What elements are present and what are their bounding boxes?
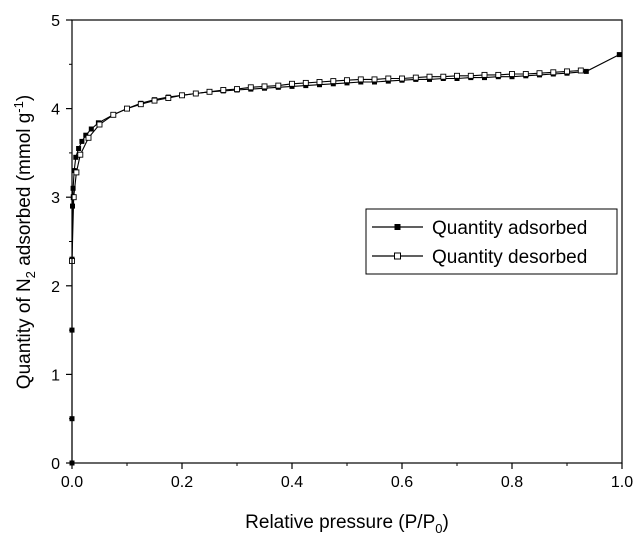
desorbed-point [151, 97, 158, 104]
y-axis-ticks: 0 1 2 3 4 5 [51, 13, 72, 473]
desorbed-point [509, 71, 515, 77]
desorbed-point [302, 79, 309, 86]
adsorbed-point [616, 52, 622, 58]
desorbed-point [85, 134, 92, 141]
desorbed-point [192, 90, 199, 97]
desorbed-point [344, 77, 350, 84]
desorbed-point [137, 101, 144, 108]
desorbed-point [234, 86, 240, 93]
adsorbed-point [583, 68, 589, 74]
legend-item-desorbed: Quantity desorbed [372, 247, 587, 268]
legend-marker-adsorbed [394, 224, 401, 230]
desorbed-point [467, 72, 474, 79]
desorbed-point [77, 151, 84, 158]
desorbed-point [536, 70, 543, 77]
x-tick-label: 1.0 [611, 474, 633, 491]
desorbed-point [577, 67, 584, 74]
plot-area [69, 19, 623, 466]
desorbed-point [454, 72, 460, 79]
desorbed-point [206, 88, 213, 95]
legend-item-adsorbed: Quantity adsorbed [372, 218, 587, 239]
adsorbed-point [79, 138, 85, 144]
y-tick-label: 3 [51, 190, 60, 207]
x-tick-label: 0.0 [61, 474, 83, 491]
desorbed-point [220, 87, 227, 93]
y-tick-label: 0 [51, 456, 60, 473]
desorbed-point [481, 71, 488, 78]
desorbed-point [110, 111, 117, 118]
desorbed-point [165, 95, 172, 101]
x-tick-label: 0.4 [281, 474, 303, 491]
desorbed-point [247, 84, 254, 91]
desorbed-point [179, 92, 185, 99]
desorbed-point [399, 75, 405, 82]
x-tick-label: 0.8 [501, 474, 523, 491]
desorbed-point [96, 121, 103, 128]
y-tick-label: 1 [51, 367, 60, 384]
legend-label-desorbed: Quantity desorbed [432, 247, 587, 268]
series-layer [69, 52, 622, 466]
desorbed-point [124, 105, 130, 112]
y-tick-label: 2 [51, 279, 60, 296]
y-axis-title: Quantity of N2 adsorbed (mmol g-1) [11, 95, 38, 389]
desorbed-point [371, 76, 378, 83]
desorbed-point [316, 79, 323, 85]
legend: Quantity adsorbed Quantity desorbed [365, 208, 618, 275]
desorbed-point [289, 80, 295, 87]
legend-label-adsorbed: Quantity adsorbed [432, 218, 587, 239]
desorbed-point [357, 76, 364, 83]
desorbed-point [412, 74, 419, 81]
desorbed-point [330, 78, 337, 85]
legend-marker-desorbed [394, 252, 401, 260]
x-axis-title: Relative pressure (P/P0) [245, 512, 449, 536]
adsorbed-point [73, 154, 79, 160]
adsorbed-point [76, 146, 82, 151]
desorbed-point [73, 169, 80, 176]
desorbed-point [261, 83, 268, 90]
desorbed-point [426, 73, 433, 80]
x-tick-label: 0.2 [171, 474, 193, 491]
adsorbed-point [70, 185, 76, 191]
y-tick-label: 4 [51, 102, 60, 119]
desorbed-point [385, 75, 392, 82]
x-tick-label: 0.6 [391, 474, 413, 491]
desorbed-point [522, 71, 529, 77]
desorbed-point [550, 69, 557, 76]
y-tick-label: 5 [51, 13, 60, 30]
legend-box [365, 208, 618, 275]
x-axis-ticks: 0.0 0.2 0.4 0.6 0.8 1.0 [61, 463, 633, 491]
adsorbed-point [88, 126, 94, 132]
desorbed-point [564, 68, 570, 75]
desorbed-point [440, 73, 447, 80]
desorbed-point [495, 71, 502, 78]
desorbed-point [275, 82, 282, 89]
